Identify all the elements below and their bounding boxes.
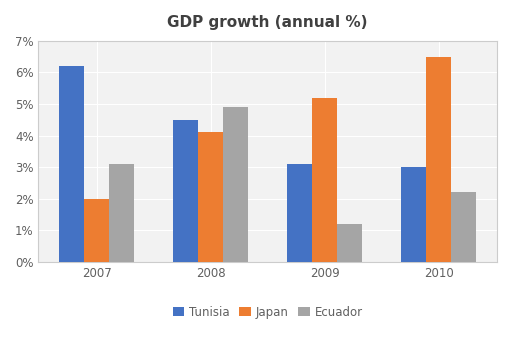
Bar bbox=[426, 57, 451, 262]
Bar bbox=[173, 120, 198, 262]
Bar bbox=[312, 98, 337, 262]
Bar bbox=[198, 132, 223, 262]
Bar bbox=[59, 66, 84, 262]
Bar bbox=[451, 193, 476, 262]
Bar bbox=[337, 224, 362, 262]
Bar bbox=[110, 164, 135, 262]
Title: GDP growth (annual %): GDP growth (annual %) bbox=[167, 15, 368, 30]
Bar bbox=[223, 107, 248, 262]
Bar bbox=[84, 199, 110, 262]
Bar bbox=[401, 167, 426, 262]
Bar bbox=[287, 164, 312, 262]
Legend: Tunisia, Japan, Ecuador: Tunisia, Japan, Ecuador bbox=[168, 301, 368, 323]
